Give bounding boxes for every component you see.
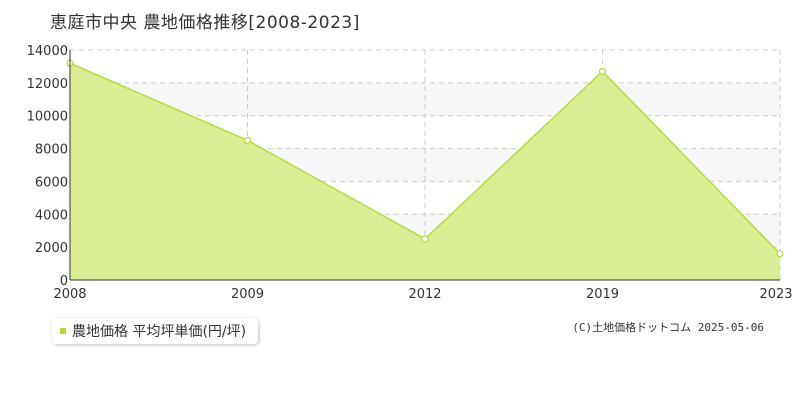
data-point: [598, 67, 607, 75]
x-tick-label: 2023: [759, 287, 792, 302]
legend-swatch: [60, 328, 66, 334]
data-point: [421, 235, 429, 243]
data-point: [776, 250, 784, 258]
x-tick-label: 2019: [586, 287, 619, 302]
y-tick-label: 12000: [27, 77, 68, 92]
legend: 農地価格 平均坪単価(円/坪): [52, 318, 259, 344]
y-tick-label: 14000: [27, 44, 68, 59]
axes: [69, 50, 780, 281]
x-tick-label: 2008: [53, 287, 86, 302]
x-tick-label: 2009: [231, 287, 264, 302]
copyright-text: (C)土地価格ドットコム 2025-05-06: [572, 321, 764, 334]
y-tick-label: 6000: [35, 175, 68, 190]
y-tick-label: 10000: [27, 110, 68, 125]
tick-labels: 0 2000 4000 6000 8000 10000 12000 14000 2008 2009…: [27, 44, 793, 302]
legend-label: 農地価格 平均坪単価(円/坪): [72, 324, 247, 340]
y-tick-label: 8000: [35, 143, 68, 158]
data-point: [243, 136, 252, 144]
y-tick-label: 2000: [35, 241, 68, 256]
series-area: [70, 63, 780, 281]
chart-title: 恵庭市中央 農地価格推移[2008-2023]: [50, 13, 360, 33]
y-tick-label: 4000: [35, 208, 68, 223]
y-tick-label: 0: [60, 274, 68, 289]
x-tick-label: 2012: [408, 287, 441, 302]
